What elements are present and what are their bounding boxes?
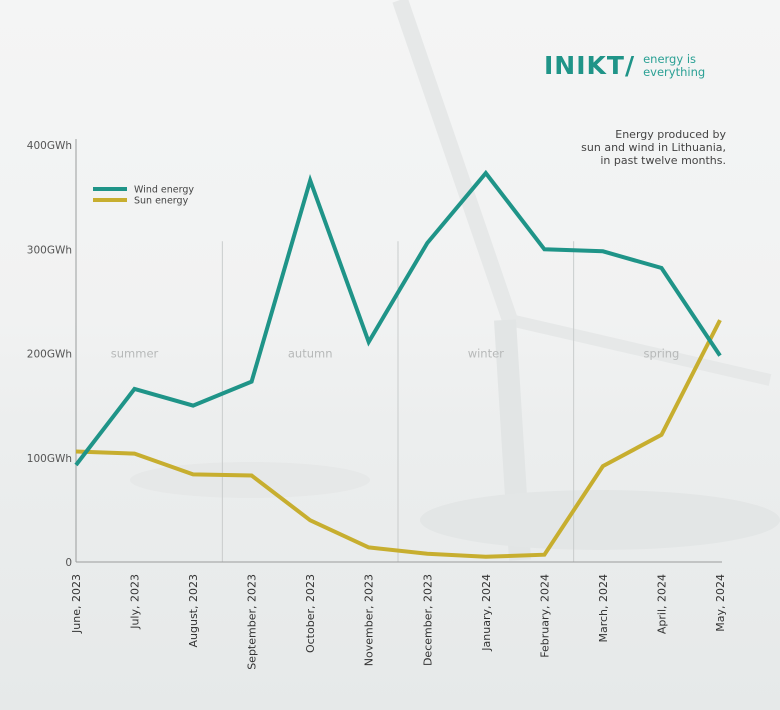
x-tick-label: June, 2023 [70, 574, 83, 634]
x-tick-label: May, 2024 [714, 574, 727, 632]
season-label-autumn: autumn [288, 347, 333, 361]
subtitle-line-3: in past twelve months. [600, 154, 726, 167]
subtitle-line-2: sun and wind in Lithuania, [581, 141, 726, 154]
legend-label-wind-energy: Wind energy [134, 185, 194, 196]
y-tick-label: 400GWh [27, 140, 72, 152]
tagline-line-2: everything [643, 64, 706, 79]
x-tick-label: January, 2024 [480, 574, 493, 652]
y-tick-label: 200GWh [27, 349, 72, 361]
x-tick-label: March, 2024 [597, 574, 610, 643]
x-tick-label: November, 2023 [363, 574, 376, 666]
y-tick-label: 0 [65, 557, 72, 569]
season-label-summer: summer [111, 347, 159, 361]
x-tick-label: July, 2023 [129, 574, 142, 630]
logo-mark: INIKT/ [544, 51, 636, 80]
series-line-sun-energy [75, 319, 722, 559]
x-tick-label: September, 2023 [246, 574, 259, 670]
x-tick-label: December, 2023 [421, 574, 434, 666]
season-label-winter: winter [468, 347, 504, 361]
x-tick-label: April, 2024 [655, 574, 668, 634]
legend-label-sun-energy: Sun energy [134, 196, 189, 207]
y-tick-label: 100GWh [27, 453, 72, 465]
wind-turbine-background [130, 0, 780, 561]
logo-tagline: energy is everything [643, 51, 706, 79]
y-tick-label: 300GWh [27, 244, 72, 256]
subtitle-line-1: Energy produced by [615, 128, 726, 141]
brand-logo: INIKT/ energy is everything [544, 51, 705, 80]
tagline-line-1: energy is [643, 51, 697, 66]
x-tick-label: October, 2023 [304, 574, 317, 653]
x-tick-label: February, 2024 [538, 574, 551, 658]
chart-subtitle: Energy produced by sun and wind in Lithu… [486, 128, 726, 167]
series-line-wind-energy [74, 169, 722, 467]
season-label-spring: spring [644, 347, 680, 361]
x-tick-label: August, 2023 [187, 574, 200, 647]
